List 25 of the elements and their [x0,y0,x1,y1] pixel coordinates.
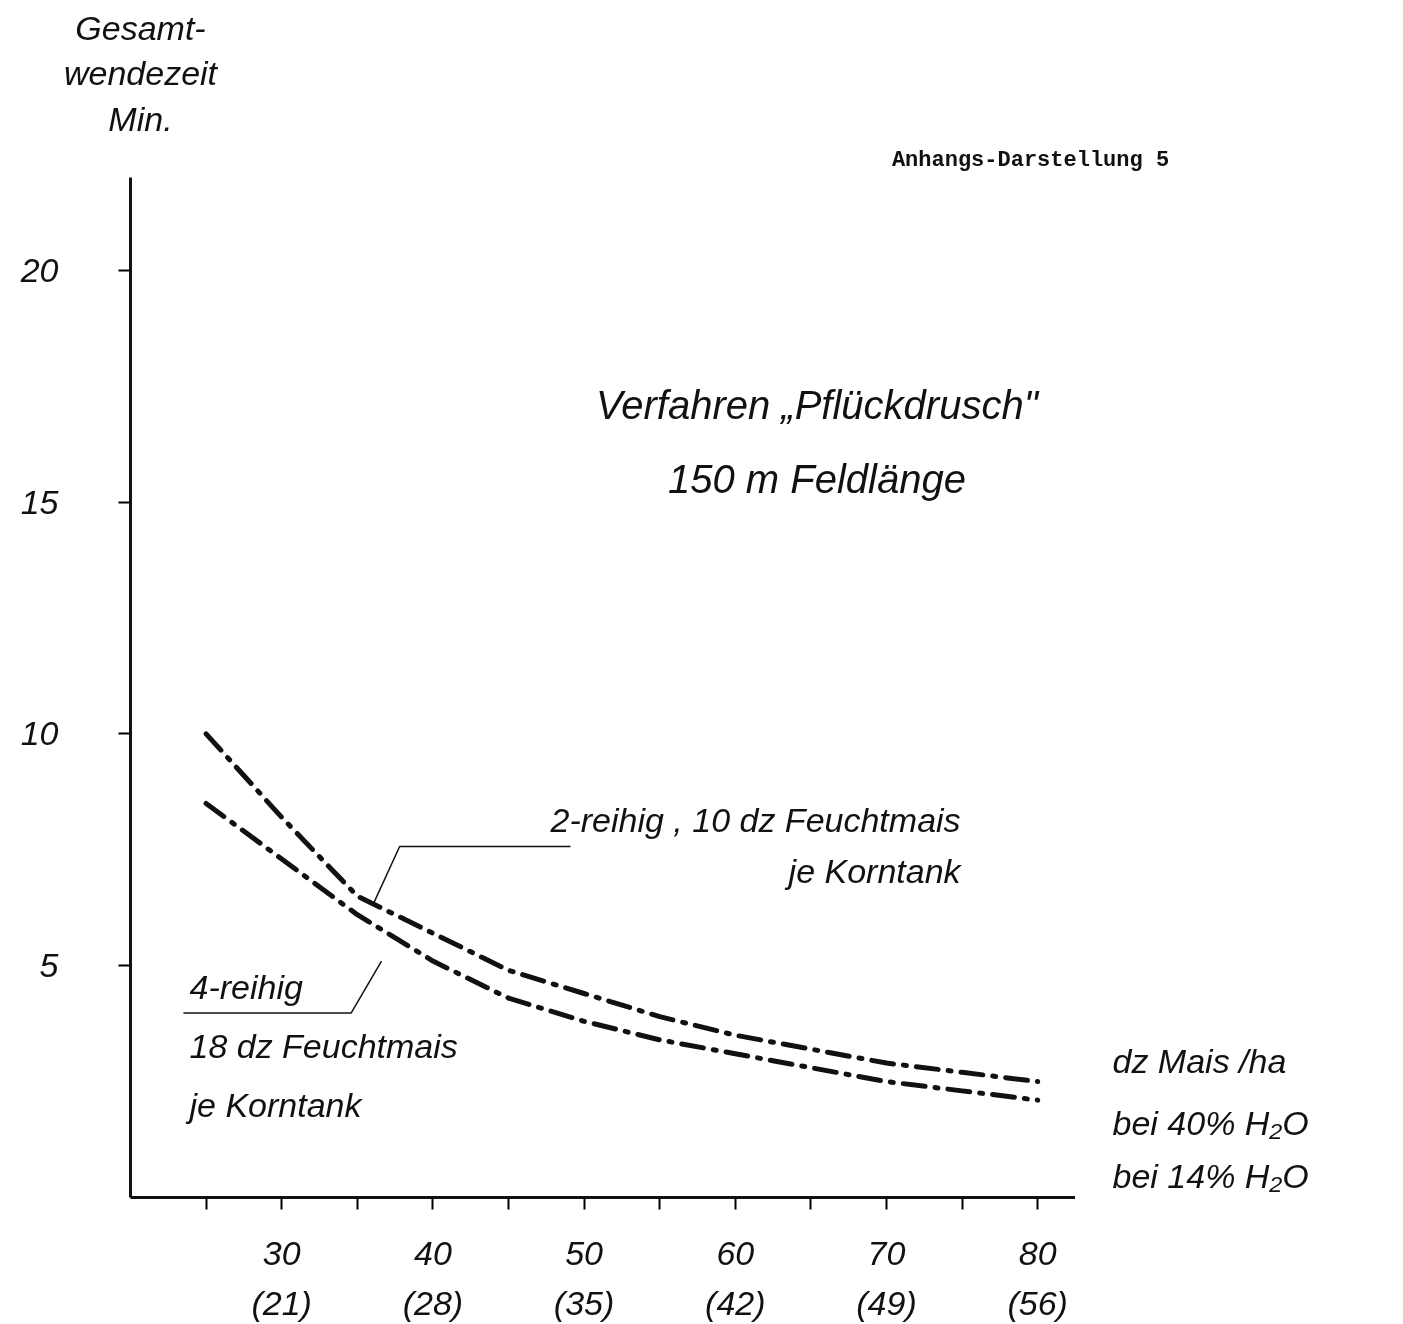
x-tick-label: 30 [262,1233,301,1272]
y-tick-label: 10 [20,714,59,753]
y-tick-label: 15 [20,482,59,521]
x-tick-label: 70 [867,1233,906,1272]
x2-tick-label: (21) [251,1283,312,1322]
series-label: 4-reihig 18 dz Feuchtmais je Korntank [185,968,458,1124]
y-tick-label: 20 [19,250,59,289]
text: 150 m Feldlänge [667,456,966,501]
y-tick-label: 5 [39,946,59,985]
x2-tick-label: (42) [705,1283,766,1322]
text: bei 40% H₂O [1112,1103,1309,1142]
x2-tick-label: (49) [856,1283,917,1322]
x-tick-label: 60 [716,1233,755,1272]
x-tick-label: 80 [1018,1233,1057,1272]
text: 2-reihig , 10 dz Feuchtmais je Korntank [549,801,963,891]
text: Verfahren „Pflückdrusch" [596,382,1040,427]
x-axis-title: dz Mais /ha [1112,1041,1287,1080]
text: Anhangs-Darstellung 5 [891,148,1170,173]
x-tick-label: 50 [565,1233,604,1272]
x2-axis-title: bei 14% H₂O [1112,1157,1309,1196]
y-axis-title: Gesamt- wendezeit Min. [63,8,219,138]
x2-tick-label: (35) [553,1283,615,1322]
x-tick-label: 40 [413,1233,452,1272]
x2-tick-label: (28) [402,1283,464,1322]
x2-tick-label: (56) [1007,1283,1068,1322]
